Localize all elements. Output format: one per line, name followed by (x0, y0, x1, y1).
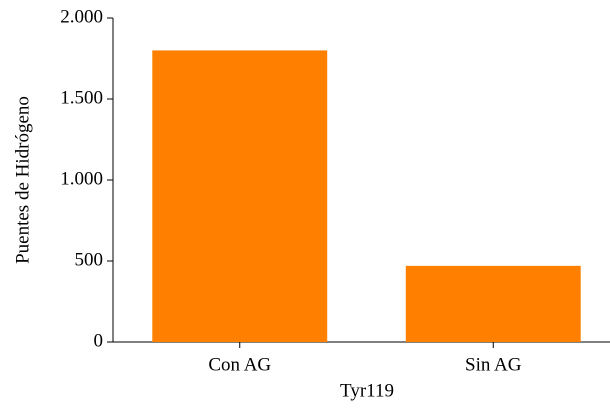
y-axis-label: Puentes de Hidrógeno (12, 96, 33, 264)
y-tick-label: 1.000 (60, 168, 103, 189)
x-tick-label: Sin AG (465, 354, 522, 375)
x-axis-label: Tyr119 (340, 380, 394, 401)
y-tick-label: 500 (75, 249, 104, 270)
y-tick-label: 2.000 (60, 6, 103, 27)
bar (405, 265, 581, 342)
y-tick-label: 1.500 (60, 87, 103, 108)
bar (152, 50, 328, 343)
x-tick-label: Con AG (208, 354, 271, 375)
y-tick-label: 0 (94, 330, 104, 351)
